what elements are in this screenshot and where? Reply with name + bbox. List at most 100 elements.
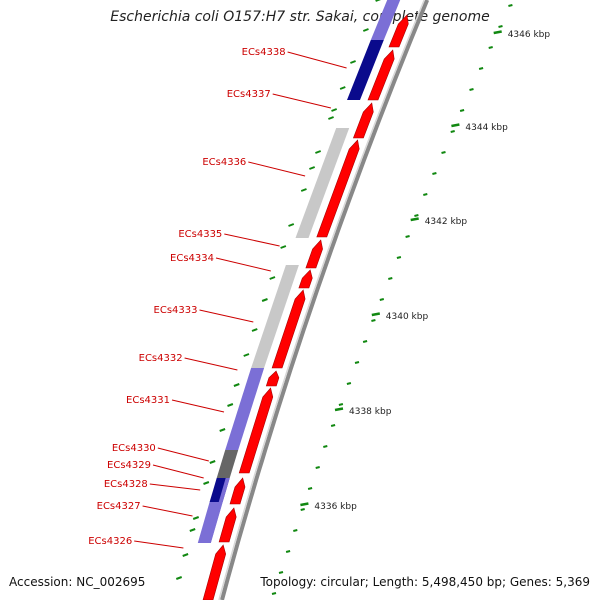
scale-minor-tick bbox=[371, 319, 376, 322]
scale-major-tick bbox=[334, 407, 344, 412]
feature-dash bbox=[192, 516, 200, 520]
cds-arrow bbox=[316, 139, 360, 238]
scale-major-tick bbox=[410, 217, 419, 222]
gene-block-light bbox=[295, 128, 350, 238]
gene-block-blue-edge bbox=[206, 478, 230, 543]
feature-dash bbox=[328, 116, 334, 120]
scale-minor-tick bbox=[388, 277, 393, 280]
gene-label: ECs4331 bbox=[126, 395, 170, 406]
feature-dash bbox=[227, 403, 234, 407]
gene-label: ECs4332 bbox=[139, 353, 183, 364]
feature-dash bbox=[331, 108, 338, 112]
gene-block-dark bbox=[216, 450, 239, 478]
gene-block-navy bbox=[347, 40, 384, 100]
scale-minor-tick bbox=[300, 508, 305, 511]
scale-major-tick bbox=[371, 312, 381, 317]
feature-dash bbox=[375, 0, 381, 2]
scale-minor-tick bbox=[405, 235, 410, 238]
gene-block-blue bbox=[370, 0, 401, 40]
gene-leader-line bbox=[215, 257, 271, 272]
feature-dash bbox=[219, 428, 226, 432]
scale-minor-tick bbox=[459, 109, 465, 112]
cds-arrow bbox=[271, 289, 306, 369]
feature-dash bbox=[269, 276, 276, 280]
scale-minor-tick bbox=[346, 382, 352, 385]
feature-dash bbox=[243, 353, 250, 357]
feature-dash bbox=[288, 223, 295, 227]
gene-leader-line bbox=[224, 233, 280, 247]
gene-label: ECs4338 bbox=[242, 47, 286, 58]
gene-label: ECs4327 bbox=[97, 501, 141, 512]
scale-minor-tick bbox=[278, 571, 284, 574]
scale-tick-label: 4342 kbp bbox=[425, 217, 468, 227]
scale-minor-tick bbox=[423, 193, 428, 196]
feature-dash bbox=[209, 460, 216, 464]
scale-minor-tick bbox=[450, 130, 455, 133]
cds-arrow bbox=[265, 370, 280, 387]
scale-tick-label: 4336 kbp bbox=[314, 502, 357, 512]
scale-minor-tick bbox=[330, 424, 336, 427]
scale-minor-tick bbox=[432, 172, 437, 175]
cds-arrow bbox=[388, 14, 409, 48]
gene-label: ECs4333 bbox=[154, 305, 198, 316]
cds-arrow bbox=[298, 269, 313, 289]
scale-minor-tick bbox=[293, 529, 298, 532]
feature-dash bbox=[315, 150, 322, 154]
gene-label: ECs4337 bbox=[227, 89, 271, 100]
feature-dash bbox=[339, 86, 346, 90]
scale-tick-label: 4340 kbp bbox=[386, 312, 429, 322]
scale-minor-tick bbox=[396, 256, 402, 259]
scale-minor-tick bbox=[315, 466, 320, 469]
scale-minor-tick bbox=[469, 88, 474, 91]
feature-dash bbox=[280, 245, 287, 249]
scale-minor-tick bbox=[338, 403, 344, 406]
feature-dash bbox=[251, 328, 258, 332]
cds-arrow bbox=[218, 507, 237, 543]
feature-dash bbox=[300, 188, 307, 192]
scale-minor-tick bbox=[488, 46, 493, 49]
scale-minor-tick bbox=[323, 445, 328, 448]
accession-text: Accession: NC_002695 bbox=[9, 575, 146, 589]
cds-arrow bbox=[229, 477, 246, 505]
feature-layer bbox=[175, 0, 409, 600]
scale-minor-tick bbox=[285, 550, 291, 553]
feature-dash bbox=[189, 528, 196, 532]
scale-minor-tick bbox=[478, 67, 484, 70]
scale-minor-tick bbox=[508, 4, 513, 7]
gene-label: ECs4326 bbox=[88, 536, 132, 547]
scale-minor-tick bbox=[379, 298, 385, 301]
scale-tick-label: 4346 kbp bbox=[508, 30, 551, 40]
gene-leader-line bbox=[157, 447, 209, 462]
scale-minor-tick bbox=[271, 592, 277, 595]
feature-dash bbox=[182, 553, 189, 557]
scale-minor-tick bbox=[354, 361, 360, 364]
gene-label: ECs4334 bbox=[170, 253, 214, 264]
feature-dash bbox=[350, 60, 356, 64]
scale-major-tick bbox=[300, 502, 309, 507]
gene-leader-line bbox=[142, 505, 193, 517]
gene-leader-line bbox=[171, 399, 225, 413]
gene-label: ECs4335 bbox=[178, 229, 222, 240]
scale-tick-label: 4344 kbp bbox=[465, 123, 508, 133]
gene-leader-line bbox=[287, 51, 347, 69]
scale-minor-tick bbox=[414, 214, 419, 217]
tick-layer: 4336 kbp 4338 kbp 4340 kbp 4342 kbp 4344 kbp… bbox=[271, 4, 551, 595]
gene-leader-line bbox=[152, 464, 204, 479]
backbone-layer bbox=[218, 0, 430, 600]
feature-dash bbox=[261, 298, 268, 302]
scale-minor-tick bbox=[441, 151, 446, 154]
gene-block-light bbox=[251, 265, 299, 368]
scale-tick-label: 4338 kbp bbox=[349, 407, 392, 417]
gene-block-blue bbox=[225, 368, 265, 450]
gene-leader-line bbox=[184, 357, 238, 371]
gene-label: ECs4329 bbox=[107, 460, 151, 471]
cds-arrow bbox=[238, 387, 274, 474]
feature-dash bbox=[362, 28, 369, 32]
topology-text: Topology: circular; Length: 5,498,450 bp… bbox=[260, 575, 590, 589]
gene-leader-line bbox=[149, 483, 201, 491]
gene-leader-line bbox=[199, 309, 254, 323]
label-layer: ECs4326 ECs4327 ECs4328 ECs4329 ECs4330 ECs43… bbox=[88, 47, 347, 549]
gene-leader-line bbox=[248, 161, 306, 177]
cds-arrow bbox=[202, 544, 227, 600]
